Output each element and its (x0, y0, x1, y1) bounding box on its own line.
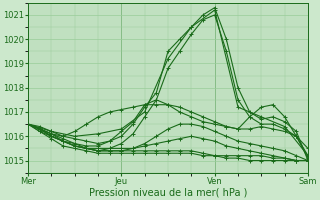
X-axis label: Pression niveau de la mer( hPa ): Pression niveau de la mer( hPa ) (89, 187, 247, 197)
